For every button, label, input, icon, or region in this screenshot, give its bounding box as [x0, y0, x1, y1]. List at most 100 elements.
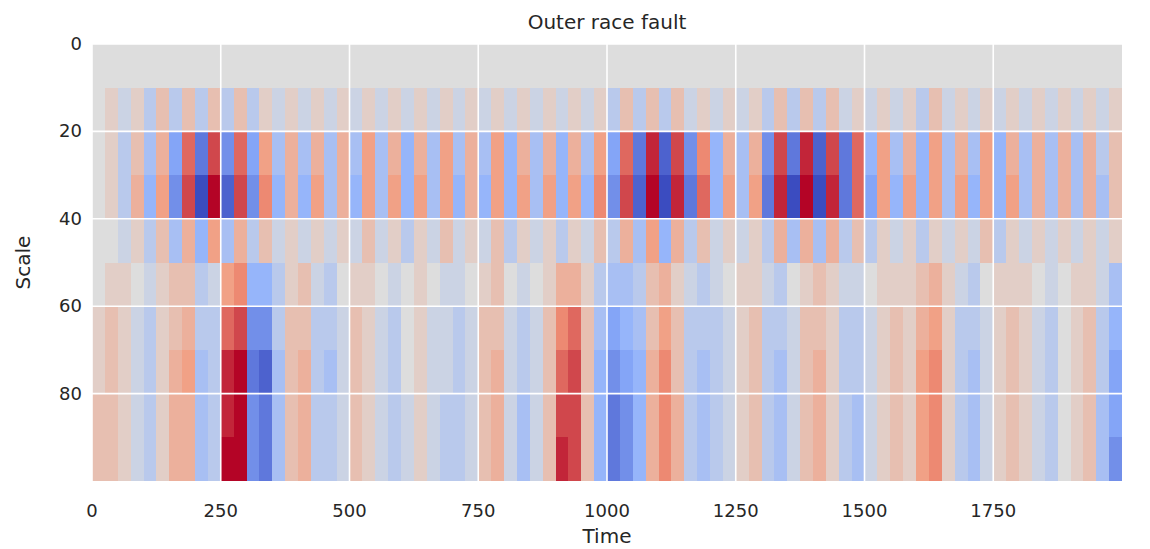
- y-tick-label: 0: [71, 33, 82, 54]
- heat-cell: [517, 394, 530, 438]
- heat-cell: [968, 175, 981, 219]
- heat-cell: [311, 131, 324, 175]
- heat-cell: [530, 437, 543, 481]
- heat-cell: [504, 44, 517, 88]
- heat-cell: [877, 394, 890, 438]
- heat-cell: [144, 350, 157, 394]
- heat-cell: [723, 263, 736, 307]
- heat-cell: [543, 175, 556, 219]
- heat-cell: [646, 88, 659, 132]
- heat-cell: [478, 263, 491, 307]
- heat-cell: [259, 219, 272, 263]
- heat-cell: [324, 88, 337, 132]
- heat-cell: [671, 88, 684, 132]
- heat-cell: [697, 44, 710, 88]
- heat-cell: [877, 306, 890, 350]
- heat-cell: [890, 394, 903, 438]
- heat-cell: [298, 350, 311, 394]
- heat-cell: [504, 394, 517, 438]
- heat-cell: [697, 437, 710, 481]
- heat-cell: [156, 306, 169, 350]
- heat-cell: [272, 175, 285, 219]
- heat-cell: [890, 306, 903, 350]
- heat-cell: [942, 175, 955, 219]
- heat-cell: [877, 263, 890, 307]
- heat-cell: [234, 394, 247, 438]
- heat-cell: [749, 263, 762, 307]
- heat-cell: [1083, 394, 1096, 438]
- heat-cell: [156, 394, 169, 438]
- heat-cell: [1083, 131, 1096, 175]
- heat-cell: [942, 263, 955, 307]
- heat-cell: [1058, 88, 1071, 132]
- heat-cell: [697, 88, 710, 132]
- heat-cell: [581, 263, 594, 307]
- heat-cell: [993, 44, 1006, 88]
- x-tick-label: 0: [86, 500, 97, 521]
- heat-cell: [1058, 263, 1071, 307]
- heat-cell: [1006, 306, 1019, 350]
- heat-cell: [607, 131, 620, 175]
- heat-cell: [800, 88, 813, 132]
- heat-cell: [762, 44, 775, 88]
- grid-line-x: [606, 44, 608, 481]
- heat-cell: [285, 44, 298, 88]
- heat-cell: [414, 219, 427, 263]
- heat-cell: [92, 394, 105, 438]
- heat-cell: [993, 263, 1006, 307]
- heat-cell: [646, 131, 659, 175]
- heat-cell: [517, 131, 530, 175]
- heat-cell: [259, 44, 272, 88]
- heat-cell: [697, 394, 710, 438]
- heat-cell: [890, 44, 903, 88]
- heat-cell: [568, 88, 581, 132]
- heat-cell: [491, 394, 504, 438]
- heat-cell: [144, 88, 157, 132]
- heat-cell: [659, 350, 672, 394]
- x-tick-label: 1750: [970, 500, 1016, 521]
- heat-cell: [247, 219, 260, 263]
- heat-cell: [736, 263, 749, 307]
- heat-cell: [684, 88, 697, 132]
- heat-cell: [169, 219, 182, 263]
- heat-cell: [182, 437, 195, 481]
- heat-cell: [762, 175, 775, 219]
- heat-cell: [350, 88, 363, 132]
- heat-cell: [1096, 44, 1109, 88]
- heat-cell: [478, 350, 491, 394]
- heat-cell: [826, 306, 839, 350]
- heat-cell: [671, 175, 684, 219]
- heat-cell: [401, 175, 414, 219]
- heat-cell: [1071, 394, 1084, 438]
- heat-cell: [968, 131, 981, 175]
- heat-cell: [221, 219, 234, 263]
- heat-cell: [543, 131, 556, 175]
- heat-cell: [993, 394, 1006, 438]
- heat-cell: [272, 131, 285, 175]
- heat-cell: [414, 394, 427, 438]
- heat-cell: [877, 350, 890, 394]
- heat-cell: [1096, 437, 1109, 481]
- heat-cell: [787, 263, 800, 307]
- heat-cell: [1019, 437, 1032, 481]
- heat-cell: [491, 263, 504, 307]
- heat-cell: [633, 131, 646, 175]
- heat-cell: [1019, 44, 1032, 88]
- grid-line-x: [992, 44, 994, 481]
- heat-cell: [259, 175, 272, 219]
- heat-cell: [182, 175, 195, 219]
- heat-cell: [620, 175, 633, 219]
- heat-cell: [388, 350, 401, 394]
- heat-cell: [774, 88, 787, 132]
- heat-cell: [607, 88, 620, 132]
- heat-cell: [517, 437, 530, 481]
- heat-cell: [388, 437, 401, 481]
- heat-cell: [1109, 175, 1122, 219]
- heat-cell: [1109, 263, 1122, 307]
- heat-cell: [195, 306, 208, 350]
- heat-cell: [890, 350, 903, 394]
- heat-cell: [105, 263, 118, 307]
- heat-cell: [272, 263, 285, 307]
- heat-cell: [350, 131, 363, 175]
- heat-cell: [221, 131, 234, 175]
